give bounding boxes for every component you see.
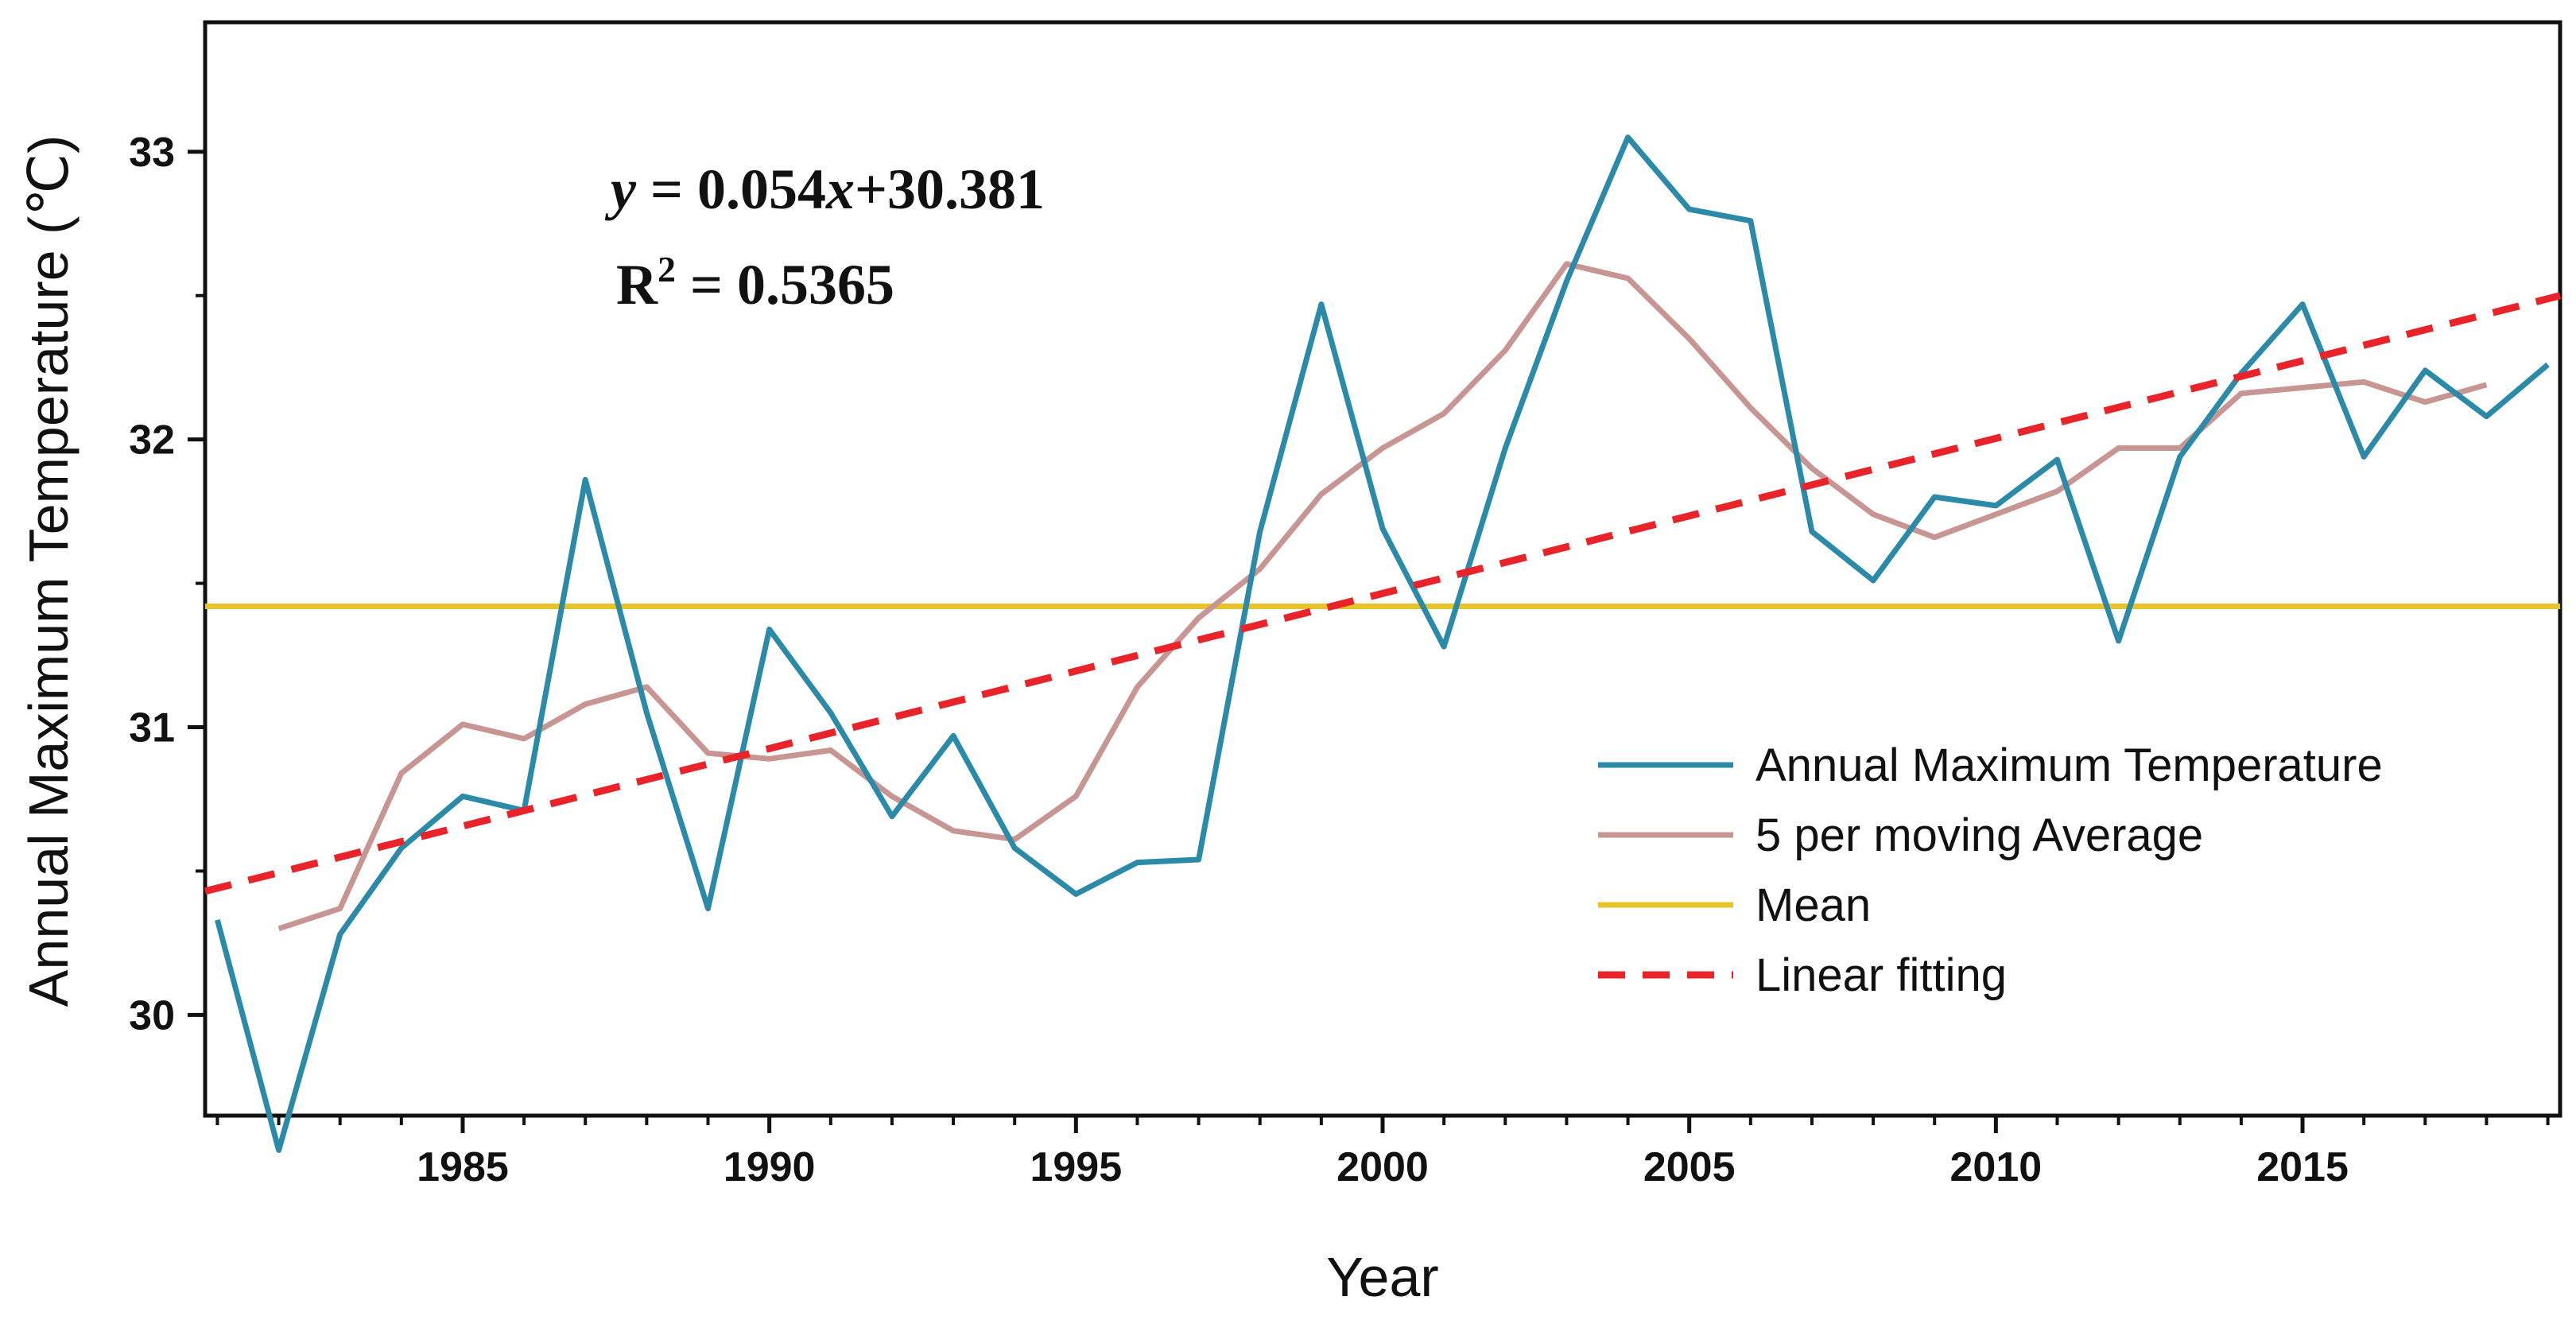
equation-intercept: +30.381 <box>855 157 1045 221</box>
y-tick-label: 32 <box>129 417 175 464</box>
x-axis-ticks: 1985 1990 1995 2000 2005 2010 2015 <box>215 1116 2550 1190</box>
y-tick-label: 33 <box>129 130 175 176</box>
x-tick-label: 2015 <box>2256 1144 2349 1190</box>
equation-x: x <box>825 157 855 221</box>
series-layer <box>204 134 2562 1153</box>
equation-y: y <box>604 157 637 221</box>
equation-slope: = 0.054 <box>636 157 826 221</box>
y-tick-label: 30 <box>129 992 175 1039</box>
legend-label: Linear fitting <box>1755 949 2007 1001</box>
r-squared: R2 = 0.5365 <box>616 249 894 316</box>
x-tick-label: 1995 <box>1030 1144 1122 1190</box>
series-linear-fitting <box>204 292 2562 895</box>
x-tick-label: 2000 <box>1336 1144 1429 1190</box>
regression-equation: y = 0.054x+30.381 <box>604 157 1045 221</box>
y-tick-label: 31 <box>129 705 175 751</box>
r2-superscript: 2 <box>658 249 676 289</box>
plot-area <box>203 20 2562 1118</box>
r2-label: R <box>616 253 658 316</box>
x-tick-label: 1985 <box>417 1144 509 1190</box>
legend-label: Annual Maximum Temperature <box>1755 740 2383 791</box>
legend-label: Mean <box>1755 879 1871 931</box>
r2-value: = 0.5365 <box>676 253 894 316</box>
y-axis-ticks: 30 31 32 33 <box>129 130 205 1039</box>
x-tick-label: 2005 <box>1643 1144 1736 1190</box>
series-5-per-moving-average <box>277 261 2488 932</box>
legend: Annual Maximum Temperature 5 per moving A… <box>1598 740 2383 1001</box>
series-annual-maximum-temperature <box>215 134 2550 1153</box>
x-tick-label: 1990 <box>724 1144 816 1190</box>
x-tick-label: 2010 <box>1950 1144 2043 1190</box>
legend-label: 5 per moving Average <box>1755 809 2203 861</box>
y-axis-title: Annual Maximum Temperature (℃) <box>17 135 80 1007</box>
x-axis-title: Year <box>1326 1246 1438 1308</box>
